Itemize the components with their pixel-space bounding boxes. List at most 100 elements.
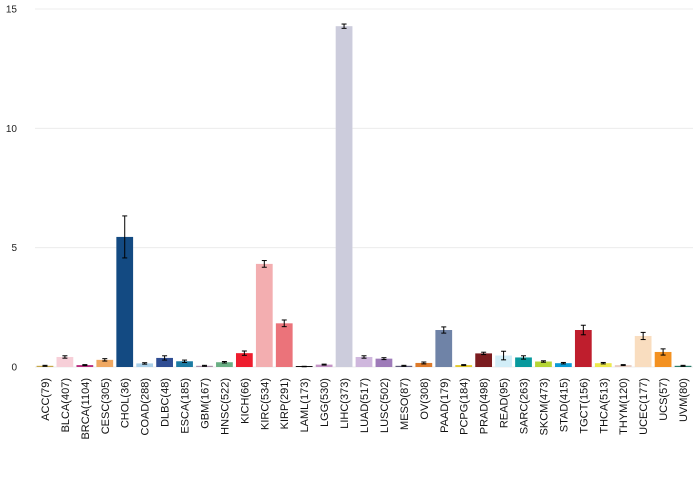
bar [355, 356, 373, 367]
error-bar [521, 355, 527, 360]
error-bar [102, 358, 108, 362]
x-tick-label: CESC(305) [100, 378, 112, 434]
bar [634, 335, 652, 367]
y-tick-label: 5 [11, 243, 17, 254]
error-bar [241, 350, 247, 356]
error-bars [42, 23, 686, 368]
error-bar [441, 326, 447, 334]
bar [335, 26, 353, 368]
y-axis: 0 5 10 15 [6, 5, 18, 374]
x-tick-label: LAML(173) [299, 378, 311, 432]
x-tick-label: MESO(87) [399, 378, 411, 430]
bar [116, 236, 134, 367]
error-bar [201, 364, 207, 367]
error-bar [620, 364, 626, 367]
x-tick-label: SKCM(473) [538, 378, 550, 435]
error-bar [540, 360, 546, 363]
bar [435, 330, 453, 367]
x-tick-label: KICH(66) [239, 378, 251, 424]
error-bar [381, 357, 387, 361]
x-tick-label: UVM(80) [678, 378, 690, 422]
x-tick-label: READ(95) [499, 378, 511, 428]
bar [176, 361, 193, 367]
error-bar [461, 364, 467, 367]
bar [96, 359, 114, 367]
x-tick-label: OV(308) [419, 378, 431, 420]
error-bar [481, 351, 487, 356]
error-bar [421, 361, 427, 365]
error-bar [600, 361, 606, 365]
error-bar [640, 331, 646, 341]
error-bar [560, 361, 566, 365]
bar [495, 355, 512, 367]
error-bar [321, 363, 327, 366]
x-tick-label: TGCT(156) [578, 378, 590, 434]
bar [594, 363, 612, 367]
error-bar [580, 324, 586, 336]
bar [216, 362, 233, 367]
error-bar [401, 364, 407, 367]
error-bar [361, 355, 367, 359]
x-tick-label: LIHC(373) [339, 378, 351, 429]
bar [375, 358, 393, 367]
x-tick-label: BRCA(1104) [80, 378, 92, 440]
y-tick-label: 15 [6, 5, 18, 16]
error-bar [261, 260, 267, 268]
error-bar [281, 319, 287, 328]
error-bar [42, 364, 48, 367]
error-bar [122, 215, 128, 259]
bar [415, 362, 433, 367]
x-tick-label: UCS(57) [658, 378, 670, 421]
x-tick-label: KIRC(534) [259, 378, 271, 430]
x-tick-label: THYM(120) [618, 378, 630, 435]
x-tick-label: THCA(513) [598, 378, 610, 434]
x-tick-label: UCEC(177) [638, 378, 650, 435]
bar [315, 364, 333, 367]
error-bar [501, 350, 507, 361]
x-tick-label: LUAD(517) [359, 378, 371, 433]
x-tick-label: PAAD(179) [439, 378, 451, 433]
x-tick-label: GBM(167) [199, 378, 211, 429]
error-bar [82, 364, 88, 367]
x-tick-label: LUSC(502) [379, 378, 391, 433]
error-bar [162, 355, 168, 361]
bars [36, 26, 692, 368]
bar [255, 263, 273, 367]
error-bar [341, 23, 347, 29]
x-tick-label: CHOL(36) [120, 378, 132, 428]
bar [275, 323, 293, 367]
error-bar [142, 362, 148, 365]
x-tick-label: KIRP(291) [279, 378, 291, 429]
x-tick-label: PRAD(498) [479, 378, 491, 434]
x-tick-label: DLBC(48) [160, 378, 172, 427]
x-axis: ACC(79) BLCA(407) BRCA(1104) CESC(305) CHOL(… [40, 378, 690, 440]
bar [515, 357, 532, 367]
error-bar [221, 361, 227, 364]
x-tick-label: COAD(288) [140, 378, 152, 435]
bar [535, 361, 552, 367]
bar [235, 353, 253, 367]
bar [156, 357, 173, 367]
x-tick-label: STAD(415) [558, 378, 570, 432]
x-tick-label: SARC(263) [519, 378, 531, 434]
y-tick-label: 10 [6, 124, 18, 135]
bar [574, 330, 592, 367]
bar [136, 363, 154, 367]
y-tick-label: 0 [11, 363, 17, 374]
error-bar [62, 355, 68, 359]
x-tick-label: LGG(530) [319, 378, 331, 427]
error-bar [660, 348, 666, 356]
x-tick-label: PCPG(184) [459, 378, 471, 435]
grid-lines [35, 8, 693, 368]
error-bar [680, 364, 686, 367]
x-tick-label: ESCA(185) [180, 378, 192, 434]
error-bar [182, 359, 188, 363]
bar [56, 356, 74, 367]
x-tick-label: HNSC(522) [219, 378, 231, 435]
bar [654, 351, 672, 367]
x-tick-label: BLCA(407) [60, 378, 72, 432]
x-tick-label: ACC(79) [40, 378, 52, 421]
bar [475, 353, 493, 367]
bar [555, 363, 572, 367]
